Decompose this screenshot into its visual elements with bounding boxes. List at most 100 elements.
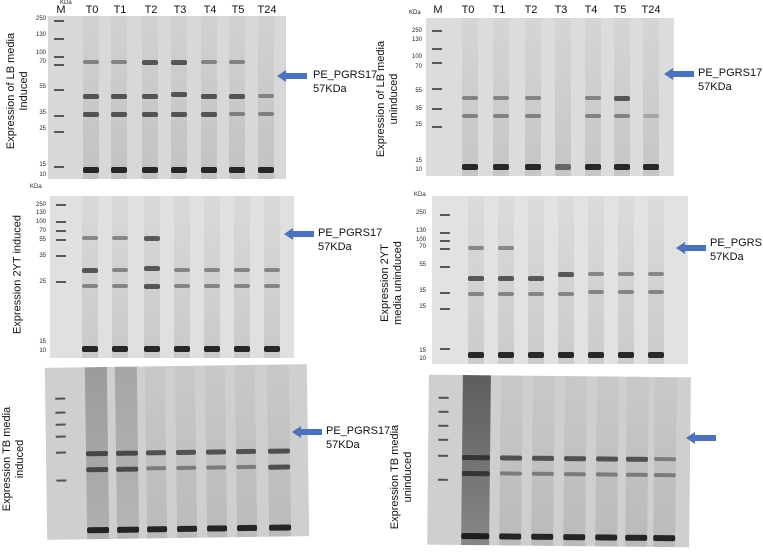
marker-25: 25 [419, 304, 426, 310]
lane-label-t1: T1 [113, 4, 127, 16]
protein-size: 57KDa [318, 241, 352, 253]
marker-10: 10 [419, 356, 426, 362]
side-label-line1: Expression of LB media [5, 32, 17, 150]
marker-10: 10 [39, 172, 46, 178]
marker-100: 100 [415, 237, 426, 243]
protein-label: PE_PGRS17 [313, 69, 378, 81]
left-arrow-icon [277, 70, 307, 82]
tb-induced-gel [44, 364, 310, 540]
yt-induced-side-label: Expression 2YT induced [12, 215, 25, 335]
side-label-line1: Expression 2YT [379, 244, 391, 322]
protein-label: PE_PGRS17 [698, 67, 763, 79]
marker-100: 100 [411, 54, 422, 60]
marker-35: 35 [39, 110, 46, 116]
protein-size: 57KDa [326, 439, 360, 451]
marker-70: 70 [39, 228, 46, 234]
marker-10: 10 [415, 167, 422, 173]
ladder-lane [55, 368, 67, 540]
lb-uninduced-side-label: Expression of LB media uninduced [375, 39, 401, 159]
marker-15: 15 [39, 162, 46, 168]
left-arrow-icon [686, 432, 716, 444]
marker-55: 55 [419, 262, 426, 268]
marker-25: 25 [39, 279, 46, 285]
kda-unit: KDa [60, 0, 72, 6]
marker-250: 250 [415, 210, 426, 216]
lane-label-t5: T5 [613, 4, 627, 16]
kda-unit: KDa [409, 10, 421, 16]
marker-100: 100 [35, 50, 46, 56]
left-arrow-icon [676, 242, 706, 254]
marker-55: 55 [39, 237, 46, 243]
protein-size: 57KDa [698, 81, 732, 93]
ladder-lane [440, 196, 450, 364]
marker-250: 250 [35, 202, 46, 208]
lane-label-t3: T3 [173, 4, 187, 16]
protein-annotation: PE_PGRS17 57KDa [313, 68, 377, 96]
ladder-lane [56, 196, 66, 358]
side-label-line2: induced [14, 439, 26, 479]
lane-label-m: M [56, 4, 66, 16]
lane-label-t4: T4 [203, 4, 217, 16]
ladder-lane [54, 16, 64, 179]
ladder-lane [432, 18, 442, 176]
marker-15: 15 [39, 339, 46, 345]
protein-annotation: PE_PGRS17 57KDa [710, 236, 763, 264]
marker-130: 130 [411, 37, 422, 43]
protein-annotation: PE_PGRS17 57KDa [318, 226, 382, 254]
lane-label-t2: T2 [144, 4, 158, 16]
marker-25: 25 [39, 126, 46, 132]
protein-size: 57KDa [710, 251, 744, 263]
yt-uninduced-gel [432, 196, 688, 364]
lane-label-t24: T24 [257, 4, 277, 16]
yt-induced-gel [50, 196, 294, 358]
lane-label-t1: T1 [492, 4, 506, 16]
kda-unit: KDa [30, 184, 42, 190]
left-arrow-icon [664, 68, 694, 80]
marker-sizes: 250 130 100 70 55 35 25 15 10 [24, 198, 48, 358]
lane-label-t5: T5 [231, 4, 245, 16]
marker-15: 15 [415, 158, 422, 164]
tb-uninduced-gel [427, 374, 691, 548]
marker-sizes: 250 130 100 70 55 35 25 15 10 [24, 14, 48, 179]
marker-130: 130 [35, 32, 46, 38]
protein-label: PE_PGRS17 [326, 425, 391, 437]
lb-uninduced-gel [426, 18, 674, 176]
lane-label-t4: T4 [584, 4, 598, 16]
marker-70: 70 [419, 244, 426, 250]
side-label-line1: Expression TB media [389, 424, 401, 530]
lane-label-t2: T2 [524, 4, 538, 16]
marker-10: 10 [39, 348, 46, 354]
ladder-lane [437, 375, 449, 545]
marker-sizes: 250 130 100 70 55 35 25 15 10 [400, 22, 424, 177]
side-label-line1: Expression TB media [1, 406, 13, 512]
lane-label-t24: T24 [641, 4, 661, 16]
side-label-line1: Expression of LB media [375, 40, 387, 158]
lane-label-t3: T3 [554, 4, 568, 16]
marker-250: 250 [35, 16, 46, 22]
lane-label-m: M [433, 4, 443, 16]
left-arrow-icon [284, 228, 314, 240]
marker-15: 15 [419, 348, 426, 354]
lb-induced-gel [48, 16, 286, 179]
protein-annotation: PE_PGRS17 57KDa [326, 424, 390, 452]
left-arrow-icon [292, 426, 322, 438]
marker-35: 35 [419, 288, 426, 294]
marker-130: 130 [415, 228, 426, 234]
protein-label: PE_PGRS17 [710, 237, 763, 249]
kda-unit: KDa [414, 192, 426, 198]
marker-55: 55 [39, 84, 46, 90]
marker-70: 70 [415, 64, 422, 70]
protein-label: PE_PGRS17 [318, 227, 383, 239]
tb-induced-side-label: Expression TB media induced [1, 399, 27, 519]
side-label-line1: Expression 2YT induced [11, 214, 24, 335]
yt-uninduced-side-label: Expression 2YT media uninduced [379, 223, 405, 343]
marker-100: 100 [35, 219, 46, 225]
protein-size: 57KDa [313, 83, 347, 95]
marker-55: 55 [415, 88, 422, 94]
marker-35: 35 [415, 106, 422, 112]
protein-annotation: PE_PGRS17 57KDa [698, 66, 762, 94]
marker-250: 250 [411, 28, 422, 34]
marker-sizes: 250 130 100 70 55 35 25 15 10 [404, 202, 428, 364]
tb-uninduced-side-label: Expression TB media uninduced [389, 417, 415, 537]
marker-25: 25 [415, 122, 422, 128]
